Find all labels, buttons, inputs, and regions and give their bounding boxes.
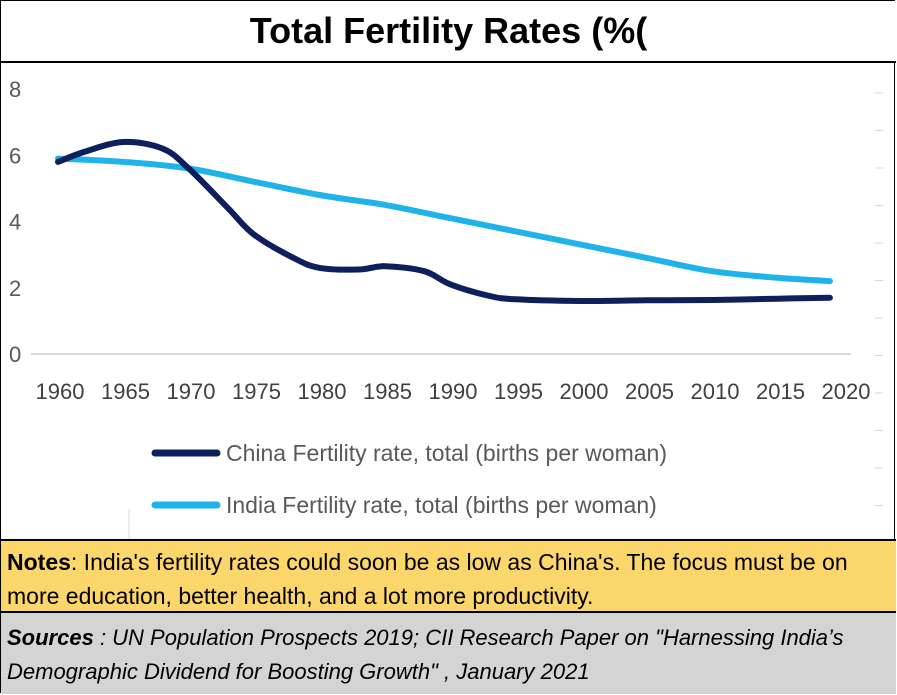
x-tick-label: 1975: [232, 379, 281, 404]
y-tick-label: 4: [9, 210, 21, 235]
notes-text: : India's fertility rates could soon be …: [7, 549, 848, 609]
x-tick-label: 2010: [691, 379, 740, 404]
x-tick-label: 1965: [101, 379, 150, 404]
x-tick-label: 1970: [167, 379, 216, 404]
legend-label-india: India Fertility rate, total (births per …: [226, 492, 657, 518]
y-tick-label: 6: [9, 143, 21, 168]
x-tick-label: 1995: [494, 379, 543, 404]
chart-area: 0 2 4 6 8 1960 1965 1970 1975 1980 1985 1990 1995 200…: [1, 63, 896, 539]
x-tick-label: 2020: [822, 379, 871, 404]
sources-label: Sources: [7, 625, 94, 650]
x-tick-label: 1985: [363, 379, 412, 404]
x-tick-label: 1960: [36, 379, 85, 404]
line-chart: 0 2 4 6 8 1960 1965 1970 1975 1980 1985 1990 1995 200…: [9, 77, 883, 539]
x-tick-label: 2000: [560, 379, 609, 404]
x-tick-label: 2005: [625, 379, 674, 404]
legend-label-china: China Fertility rate, total (births per …: [226, 440, 667, 466]
y-tick-label: 0: [9, 342, 21, 367]
x-tick-label: 1980: [298, 379, 347, 404]
notes-label: Notes: [7, 549, 71, 575]
series-line-china: [55, 138, 833, 305]
chart-title: Total Fertility Rates (%(: [249, 10, 648, 51]
x-tick-label: 2015: [756, 379, 805, 404]
x-tick-label: 1990: [429, 379, 478, 404]
sources-text: : UN Population Prospects 2019; CII Rese…: [7, 625, 844, 684]
series-line-india: [55, 155, 833, 285]
sources-box: Sources : UN Population Prospects 2019; …: [1, 613, 896, 694]
notes-box: Notes: India's fertility rates could soo…: [1, 539, 896, 613]
y-tick-label: 2: [9, 276, 21, 301]
title-bar: Total Fertility Rates (%(: [1, 1, 896, 63]
y-tick-label: 8: [9, 77, 21, 102]
